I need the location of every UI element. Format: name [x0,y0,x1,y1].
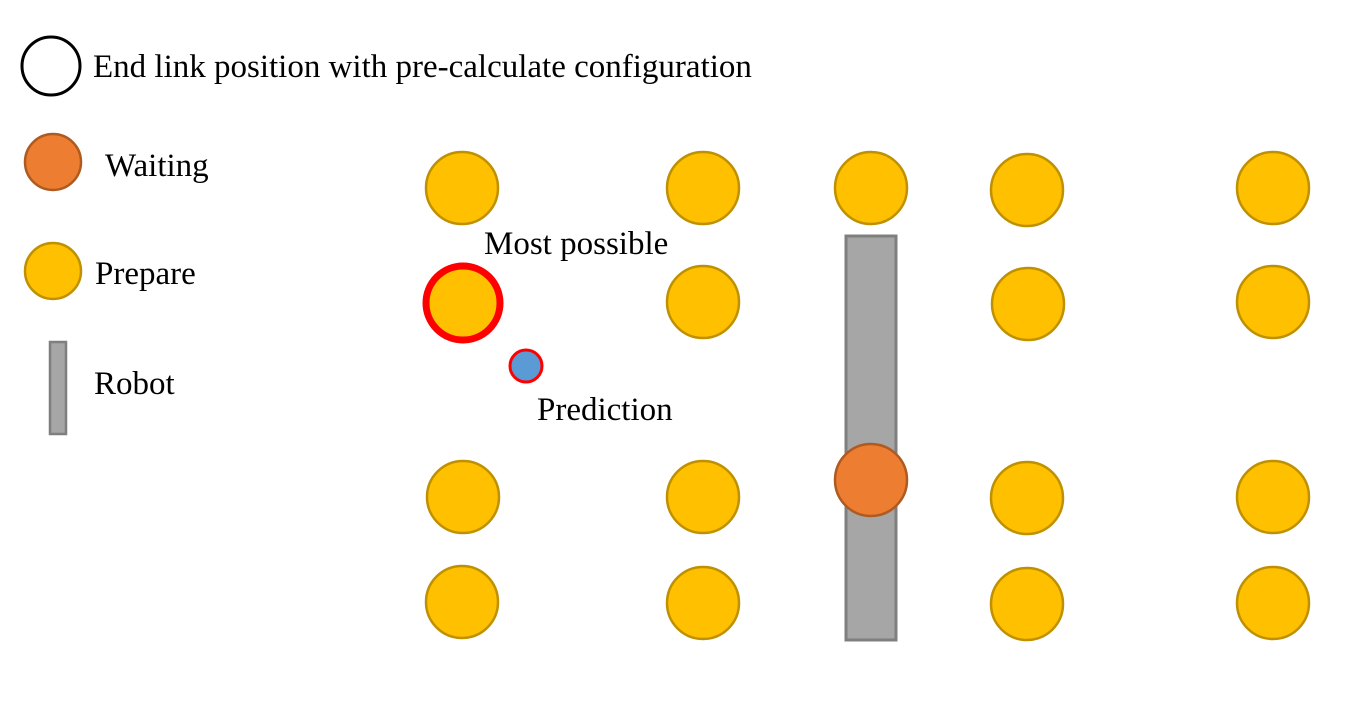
legend-end-link-symbol [20,35,82,97]
prediction-point [508,348,544,384]
robot-bar [844,234,898,642]
prepare-point [665,150,741,226]
prepare-point [424,564,500,640]
legend-waiting-symbol [23,132,83,192]
prepare-point [424,150,500,226]
prepare-point [833,150,909,226]
prepare-point [1235,264,1311,340]
prepare-point [989,460,1065,536]
prepare-point [989,566,1065,642]
prepare-point [665,459,741,535]
most-possible-label: Most possible [484,226,669,262]
prepare-point [425,459,501,535]
prepare-point [1235,459,1311,535]
prepare-point [1235,565,1311,641]
legend-prepare-symbol [23,241,83,301]
most-possible-highlight-ring [422,262,504,344]
legend-robot-symbol [48,340,68,436]
prediction-label: Prediction [537,392,673,428]
legend-robot-label: Robot [94,366,175,402]
legend-prepare-label: Prepare [95,256,196,292]
prepare-point [665,264,741,340]
legend-waiting-label: Waiting [105,148,209,184]
prepare-point [1235,150,1311,226]
waiting-point [833,442,909,518]
prepare-point [665,565,741,641]
legend-end-link-label: End link position with pre-calculate con… [93,49,752,85]
prepare-point [990,266,1066,342]
prepare-point [989,152,1065,228]
